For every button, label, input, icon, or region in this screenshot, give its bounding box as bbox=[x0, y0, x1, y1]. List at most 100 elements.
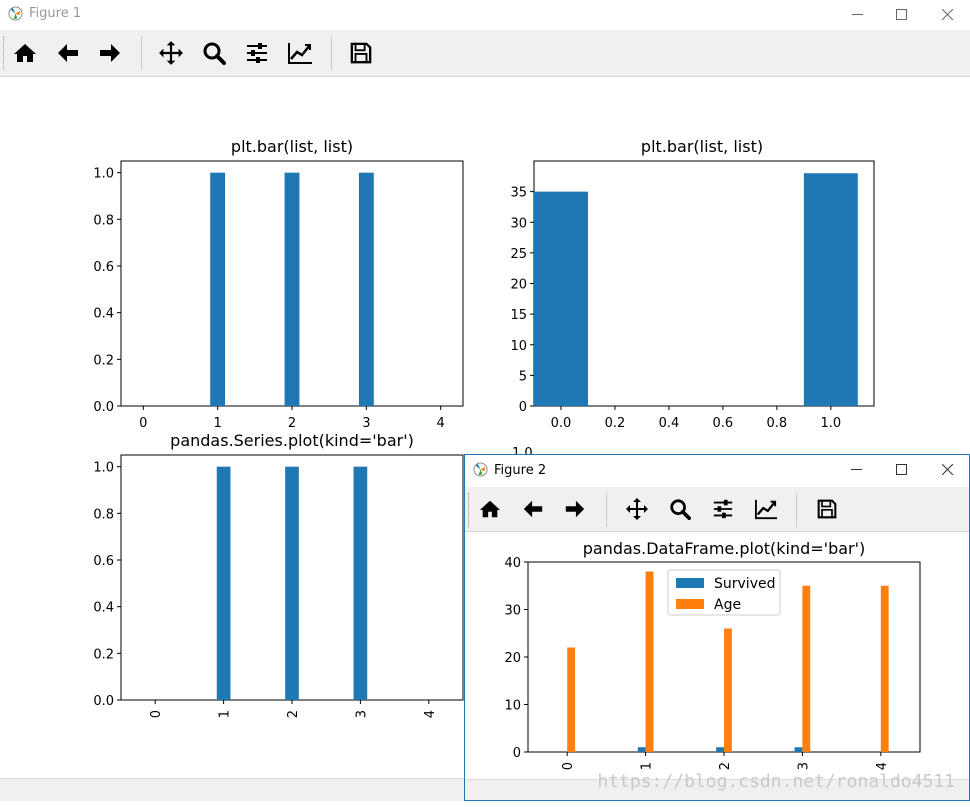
zoom-icon bbox=[670, 499, 691, 520]
chart4-ytick-label: 10 bbox=[504, 699, 521, 714]
partial-tick-label: 1.0 bbox=[512, 446, 533, 454]
chart4-ytick-label: 0 bbox=[513, 746, 521, 761]
home-icon bbox=[479, 500, 501, 518]
subplot2-title: plt.bar(list, list) bbox=[640, 137, 764, 156]
chart1-ytick-label: 0.4 bbox=[93, 307, 114, 322]
forward-arrow-icon bbox=[100, 44, 120, 62]
configure-subplots-icon bbox=[247, 43, 267, 63]
chart4-legend-swatch bbox=[676, 578, 704, 588]
chart4-bar-age bbox=[880, 585, 889, 752]
window-title: Figure 1 bbox=[29, 6, 82, 21]
watermark-text: https://blog.csdn.net/ronaldo4511 bbox=[597, 771, 955, 792]
chart3-ytick-label: 0.2 bbox=[93, 647, 114, 662]
configure-subplots-button[interactable] bbox=[707, 493, 739, 525]
close-button[interactable] bbox=[924, 0, 970, 28]
chart3-ytick-label: 0.4 bbox=[93, 601, 114, 616]
figure1-toolbar bbox=[0, 30, 970, 77]
pan-icon bbox=[626, 498, 648, 520]
chart1-xtick-label: 3 bbox=[362, 416, 370, 431]
chart1-xtick-label: 4 bbox=[437, 416, 445, 431]
chart2-bar bbox=[803, 173, 858, 406]
chart1-ytick-label: 0.2 bbox=[93, 353, 114, 368]
figure2-toolbar bbox=[465, 487, 969, 532]
chart4-legend-label: Age bbox=[714, 597, 741, 613]
chart2-xtick-label: 0.4 bbox=[659, 416, 680, 431]
chart1-xtick-label: 2 bbox=[288, 416, 296, 431]
chart3-bar bbox=[353, 466, 368, 700]
chart2-xtick-label: 0.6 bbox=[713, 416, 734, 431]
chart1-xtick-label: 0 bbox=[139, 416, 147, 431]
chart3-bar bbox=[216, 466, 231, 700]
pan-button[interactable] bbox=[621, 493, 653, 525]
chart4-ytick-label: 40 bbox=[504, 556, 521, 571]
chart4-bar-age bbox=[567, 647, 576, 752]
figure2-window: Figure 2 pandas.DataFrame.plot(kind='bar… bbox=[464, 454, 970, 801]
back-button[interactable] bbox=[517, 493, 549, 525]
edit-axis-icon bbox=[755, 499, 777, 520]
chart3-xtick-label: 4 bbox=[423, 710, 438, 718]
edit-axis-button[interactable] bbox=[284, 37, 316, 69]
back-button[interactable] bbox=[52, 37, 84, 69]
back-arrow-icon bbox=[58, 44, 78, 62]
minimize-button[interactable] bbox=[833, 455, 879, 483]
edit-axis-icon bbox=[288, 43, 312, 64]
chart2-xtick-label: 0.2 bbox=[605, 416, 626, 431]
chart3-xtick-label: 2 bbox=[286, 710, 301, 718]
chart3-ytick-label: 0.0 bbox=[93, 694, 114, 709]
edit-axis-button[interactable] bbox=[750, 493, 782, 525]
toolbar-separator bbox=[331, 36, 332, 70]
home-button[interactable] bbox=[9, 37, 41, 69]
chart1-bar bbox=[284, 172, 300, 406]
subplot3-title: pandas.Series.plot(kind='bar') bbox=[170, 431, 414, 450]
matplotlib-logo-icon bbox=[473, 462, 488, 477]
configure-subplots-button[interactable] bbox=[241, 37, 273, 69]
chart2-xtick-label: 0.0 bbox=[551, 416, 572, 431]
zoom-button[interactable] bbox=[664, 493, 696, 525]
minimize-button[interactable] bbox=[834, 0, 880, 28]
maximize-button[interactable] bbox=[878, 0, 924, 28]
chart4-xtick-label: 2 bbox=[718, 762, 733, 770]
chart4-bar-survived bbox=[637, 747, 646, 752]
chart4-bar-survived bbox=[794, 747, 803, 752]
figure2-titlebar: Figure 2 bbox=[465, 455, 969, 485]
chart4-xtick-label: 1 bbox=[640, 762, 655, 770]
chart1-ytick-label: 1.0 bbox=[93, 167, 114, 182]
chart4-bar-age bbox=[724, 628, 732, 752]
chart3-xtick-label: 0 bbox=[149, 710, 164, 718]
chart2-xtick-label: 0.8 bbox=[767, 416, 788, 431]
chart3-ytick-label: 0.6 bbox=[93, 554, 114, 569]
chart2-ytick-label: 10 bbox=[510, 339, 527, 354]
subplot1-title: plt.bar(list, list) bbox=[230, 137, 354, 156]
home-button[interactable] bbox=[474, 493, 506, 525]
chart4-bar-age bbox=[645, 571, 654, 752]
figure2-canvas: 0 10 20 30 40 0 1 2 3 4 Survived Age bbox=[504, 556, 921, 770]
chart1-ytick-label: 0.6 bbox=[93, 260, 114, 275]
chart1-ytick-label: 0.8 bbox=[93, 213, 114, 228]
forward-button[interactable] bbox=[94, 37, 126, 69]
home-icon bbox=[14, 44, 36, 62]
toolbar-separator bbox=[141, 36, 142, 70]
chart4-ytick-label: 30 bbox=[504, 604, 521, 619]
chart3-xtick-label: 3 bbox=[354, 710, 369, 718]
chart4-xtick-label: 4 bbox=[875, 762, 890, 770]
toolbar-separator bbox=[796, 493, 797, 527]
maximize-button[interactable] bbox=[878, 455, 924, 483]
chart1-ytick-label: 0.0 bbox=[93, 400, 114, 415]
save-icon bbox=[817, 499, 837, 519]
chart3-bar bbox=[285, 466, 299, 700]
zoom-icon bbox=[203, 42, 226, 65]
save-icon bbox=[350, 42, 372, 64]
save-button[interactable] bbox=[811, 493, 843, 525]
pan-icon bbox=[159, 41, 183, 65]
window-title: Figure 2 bbox=[494, 463, 547, 478]
figure2-statusbar bbox=[465, 779, 969, 800]
close-button[interactable] bbox=[924, 455, 970, 483]
save-button[interactable] bbox=[345, 37, 377, 69]
zoom-button[interactable] bbox=[198, 37, 230, 69]
chart4-legend-swatch bbox=[676, 599, 704, 609]
pan-button[interactable] bbox=[155, 37, 187, 69]
forward-button[interactable] bbox=[559, 493, 591, 525]
back-arrow-icon bbox=[523, 500, 543, 518]
chart2-ytick-label: 20 bbox=[510, 278, 527, 293]
chart4-legend-label: Survived bbox=[714, 576, 775, 592]
